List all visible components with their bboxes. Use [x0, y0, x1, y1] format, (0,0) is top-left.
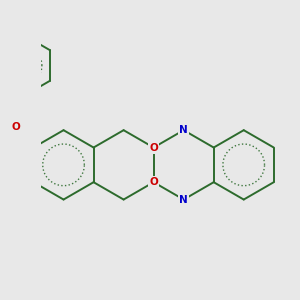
Text: O: O: [149, 177, 158, 187]
Text: O: O: [12, 122, 20, 132]
Text: O: O: [149, 142, 158, 152]
Text: N: N: [179, 125, 188, 135]
Text: N: N: [179, 194, 188, 205]
